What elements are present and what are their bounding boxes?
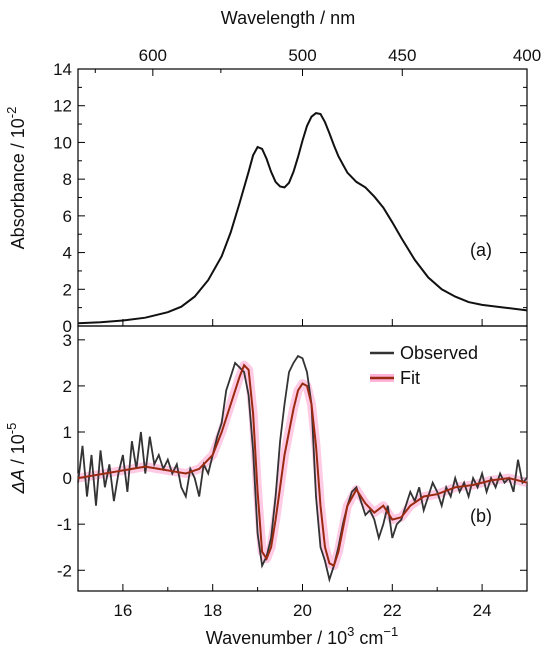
fit-series-line xyxy=(77,363,528,568)
panel-b-y-tick-label: 3 xyxy=(63,331,72,350)
panel-b-label: (b) xyxy=(470,506,492,526)
panel-b-x-ticks: 16 18 20 22 24 xyxy=(77,319,528,620)
panel-b-y-ticks: -2 -1 0 1 2 3 xyxy=(57,331,527,580)
bottom-axis-title: Wavenumber / 103 cm−1 xyxy=(206,624,398,648)
panel-b-x-tick-label: 24 xyxy=(473,601,492,620)
panel-a-frame xyxy=(77,68,528,327)
panel-a-y-tick-label: 10 xyxy=(53,133,72,152)
legend: Observed Fit xyxy=(370,343,478,388)
panel-b-x-tick-label: 22 xyxy=(383,601,402,620)
panel-a-y-tick-label: 4 xyxy=(63,244,72,263)
panel-b-y-tick-label: -1 xyxy=(57,515,72,534)
panel-b-y-tick-label: 1 xyxy=(63,423,72,442)
panel-b-x-tick-label: 18 xyxy=(203,601,222,620)
panel-a-y-tick-label: 8 xyxy=(63,170,72,189)
panel-b-difference: -2 -1 0 1 2 3 16 18 20 22 24 Observed Fit (b) ΔA … xyxy=(4,319,529,620)
panel-b-x-tick-label: 16 xyxy=(113,601,132,620)
panel-a-y-tick-label: 12 xyxy=(53,97,72,116)
panel-b-y-tick-label: -2 xyxy=(57,561,72,580)
top-axis-tick-label: 400 xyxy=(513,46,541,65)
panel-a-y-axis-title: Absorbance / 10-2 xyxy=(4,107,28,250)
panel-a-y-tick-label: 0 xyxy=(63,317,72,336)
panel-b-frame xyxy=(77,325,528,592)
observed-series-line xyxy=(77,354,528,583)
legend-fit-label: Fit xyxy=(400,368,420,388)
top-axis-title: Wavelength / nm xyxy=(221,8,355,28)
top-axis-tick-label: 450 xyxy=(388,46,416,65)
panel-a-label: (a) xyxy=(470,240,492,260)
top-axis-tick-label: 500 xyxy=(288,46,316,65)
panel-a-y-tick-label: 6 xyxy=(63,207,72,226)
panel-b-y-axis-title: ΔA / 10-5 xyxy=(4,423,28,495)
panel-b-x-tick-label: 20 xyxy=(293,601,312,620)
panel-a-y-ticks: 0 2 4 6 8 10 12 14 xyxy=(53,60,527,336)
absorbance-series-line xyxy=(77,112,528,325)
panel-a-y-tick-label: 14 xyxy=(53,60,72,79)
panel-b-y-tick-label: 2 xyxy=(63,377,72,396)
panel-b-y-tick-label: 0 xyxy=(63,469,72,488)
panel-a-y-tick-label: 2 xyxy=(63,280,72,299)
legend-observed-label: Observed xyxy=(400,343,478,363)
top-axis-ticks: 600 500 450 400 xyxy=(94,46,541,76)
top-axis-tick-label: 600 xyxy=(139,46,167,65)
panel-a-absorbance: 0 2 4 6 8 10 12 14 (a) Absorbance / 10-2 xyxy=(4,60,528,336)
